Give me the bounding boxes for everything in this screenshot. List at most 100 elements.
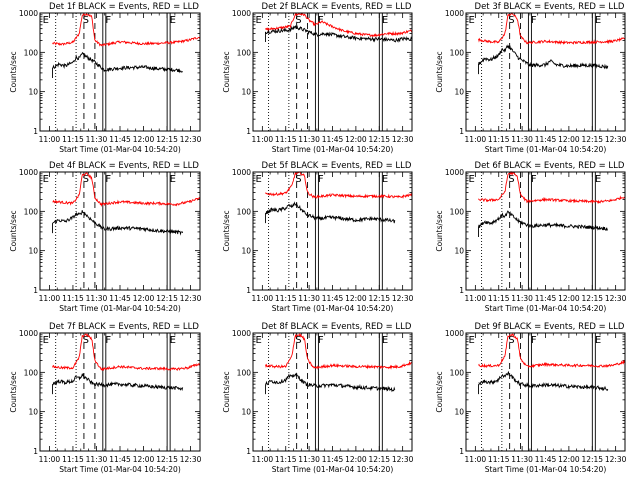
x-tick-label: 12:30 bbox=[605, 135, 627, 144]
marker-label: F bbox=[105, 15, 111, 26]
plot-frame bbox=[465, 171, 626, 291]
x-tick-label: 12:15 bbox=[581, 455, 603, 464]
y-tick-label: 100 bbox=[237, 207, 252, 216]
marker-label: E bbox=[170, 174, 176, 185]
x-tick-label: 12:15 bbox=[368, 135, 390, 144]
x-tick-label: 11:15 bbox=[275, 455, 297, 464]
x-tick-label: 11:15 bbox=[488, 294, 510, 303]
y-tick-label: 1 bbox=[459, 447, 464, 456]
marker-label: S bbox=[508, 174, 514, 185]
panel-det-8: Det 8f BLACK = Events, RED = LLD 1 10 100 10… bbox=[222, 322, 414, 474]
panel-det-7: Det 7f BLACK = Events, RED = LLD 1 10 100 10… bbox=[9, 322, 202, 474]
x-axis-label: Start Time (01-Mar-04 10:54:20) bbox=[272, 145, 394, 154]
marker-label: E bbox=[170, 15, 176, 26]
events-series-line bbox=[52, 372, 184, 391]
x-tick-label: 12:30 bbox=[392, 135, 414, 144]
y-tick-label: 10 bbox=[454, 408, 464, 417]
marker-label: E bbox=[595, 335, 601, 346]
x-tick-label: 11:45 bbox=[535, 455, 557, 464]
marker-label: E bbox=[469, 15, 475, 26]
marker-label: F bbox=[105, 335, 111, 346]
events-series-line bbox=[478, 370, 609, 392]
x-tick-label: 11:45 bbox=[535, 294, 557, 303]
x-tick-label: 12:15 bbox=[156, 294, 178, 303]
y-tick-label: 1000 bbox=[19, 168, 38, 177]
panel-det-1: Det 1f BLACK = Events, RED = LLD 1 10 100 10… bbox=[9, 2, 202, 154]
y-tick-label: 100 bbox=[24, 48, 39, 57]
x-tick-label: 12:15 bbox=[581, 294, 603, 303]
y-tick-label: 1000 bbox=[232, 329, 251, 338]
y-tick-label: 1 bbox=[246, 127, 251, 136]
panel-title: Det 9f BLACK = Events, RED = LLD bbox=[475, 322, 625, 332]
y-tick-label: 100 bbox=[450, 48, 465, 57]
x-tick-label: 12:30 bbox=[392, 294, 414, 303]
events-series-line bbox=[52, 210, 184, 236]
y-tick-label: 10 bbox=[28, 247, 38, 256]
y-tick-label: 1 bbox=[246, 447, 251, 456]
marker-label: E bbox=[43, 174, 49, 185]
y-tick-label: 100 bbox=[237, 48, 252, 57]
x-tick-label: 11:30 bbox=[86, 455, 108, 464]
marker-label: E bbox=[469, 335, 475, 346]
x-tick-label: 12:00 bbox=[558, 135, 580, 144]
marker-label: S bbox=[295, 174, 301, 185]
y-tick-label: 10 bbox=[241, 247, 251, 256]
lld-series-line bbox=[52, 171, 201, 207]
y-tick-label: 1 bbox=[459, 127, 464, 136]
x-axis-label: Start Time (01-Mar-04 10:54:20) bbox=[59, 465, 181, 474]
x-tick-label: 11:00 bbox=[465, 135, 487, 144]
marker-label: F bbox=[318, 15, 324, 26]
plot-frame bbox=[39, 171, 201, 291]
marker-label: F bbox=[318, 335, 324, 346]
marker-label: S bbox=[295, 15, 301, 26]
x-axis-label: Start Time (01-Mar-04 10:54:20) bbox=[272, 304, 394, 313]
lld-series-line bbox=[478, 170, 625, 205]
lld-series-line bbox=[52, 12, 201, 47]
plot-frame bbox=[252, 12, 413, 132]
y-axis-label: Counts/sec bbox=[9, 210, 18, 251]
x-tick-label: 11:15 bbox=[62, 294, 84, 303]
panel-det-9: Det 9f BLACK = Events, RED = LLD 1 10 100 10… bbox=[435, 322, 627, 474]
panel-title: Det 4f BLACK = Events, RED = LLD bbox=[49, 161, 199, 171]
x-tick-label: 11:15 bbox=[62, 135, 84, 144]
y-tick-label: 10 bbox=[28, 88, 38, 97]
y-tick-label: 10 bbox=[454, 247, 464, 256]
x-tick-label: 11:00 bbox=[39, 135, 61, 144]
y-tick-label: 100 bbox=[450, 368, 465, 377]
y-tick-label: 1000 bbox=[232, 9, 251, 18]
plot-frame bbox=[252, 171, 413, 291]
marker-label: E bbox=[256, 174, 262, 185]
x-tick-label: 11:00 bbox=[39, 294, 61, 303]
x-tick-label: 12:00 bbox=[133, 294, 155, 303]
x-tick-label: 11:15 bbox=[275, 135, 297, 144]
x-tick-label: 12:00 bbox=[133, 135, 155, 144]
y-tick-label: 10 bbox=[241, 88, 251, 97]
marker-label: E bbox=[382, 15, 388, 26]
x-axis-label: Start Time (01-Mar-04 10:54:20) bbox=[485, 304, 607, 313]
x-tick-label: 11:45 bbox=[535, 135, 557, 144]
events-series-line bbox=[265, 25, 413, 43]
events-series-line bbox=[478, 210, 609, 231]
x-tick-label: 12:00 bbox=[133, 455, 155, 464]
x-tick-label: 12:30 bbox=[605, 455, 627, 464]
x-tick-label: 12:30 bbox=[180, 135, 202, 144]
y-tick-label: 1000 bbox=[19, 9, 38, 18]
panel-title: Det 7f BLACK = Events, RED = LLD bbox=[49, 322, 199, 332]
panel-det-2: Det 2f BLACK = Events, RED = LLD 1 10 100 10… bbox=[222, 2, 414, 154]
marker-label: S bbox=[83, 335, 89, 346]
lld-series-line bbox=[478, 12, 626, 45]
x-tick-label: 12:30 bbox=[392, 455, 414, 464]
y-tick-label: 1000 bbox=[232, 168, 251, 177]
y-axis-label: Counts/sec bbox=[435, 371, 444, 412]
x-tick-label: 12:00 bbox=[345, 135, 367, 144]
x-tick-label: 11:30 bbox=[298, 135, 320, 144]
x-axis-label: Start Time (01-Mar-04 10:54:20) bbox=[272, 465, 394, 474]
lld-series-line bbox=[265, 171, 413, 200]
x-tick-label: 12:15 bbox=[368, 455, 390, 464]
y-tick-label: 1 bbox=[33, 286, 38, 295]
x-tick-label: 11:00 bbox=[252, 455, 274, 464]
x-tick-label: 11:45 bbox=[322, 294, 344, 303]
x-tick-label: 12:00 bbox=[558, 455, 580, 464]
